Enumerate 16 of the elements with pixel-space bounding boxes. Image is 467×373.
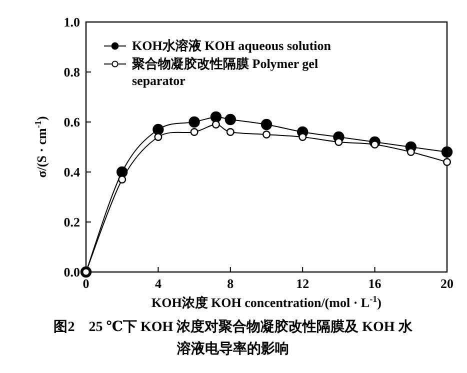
legend-label: 聚合物凝胶改性隔膜 Polymer gel separator	[131, 56, 318, 88]
text: 图2 25 ℃下 KOH 浓度对聚合物凝胶改性隔膜及 KOH 水溶液电导率的影响	[54, 318, 414, 357]
y-tick-label: 0.4	[64, 164, 80, 180]
x-tick-label: 12	[296, 276, 310, 291]
x-tick-label: 4	[154, 276, 162, 291]
legend-label: KOH水溶液 KOH aqueous solution	[132, 38, 332, 53]
x-tick-label: 0	[82, 276, 90, 291]
y-tick-label: 0.8	[64, 64, 80, 80]
y-tick-label: 0.6	[64, 114, 80, 130]
y-tick-label: 0.0	[64, 264, 80, 280]
y-tick-label: 0.2	[64, 214, 80, 230]
x-tick-label: 16	[368, 276, 382, 291]
y-tick-label: 1.0	[64, 14, 80, 30]
x-tick-label: 8	[227, 276, 234, 291]
x-axis-title: KOH浓度 KOH concentration/(mol · L$^{-1}$)	[151, 294, 382, 310]
x-tick-label: 20	[440, 276, 454, 291]
